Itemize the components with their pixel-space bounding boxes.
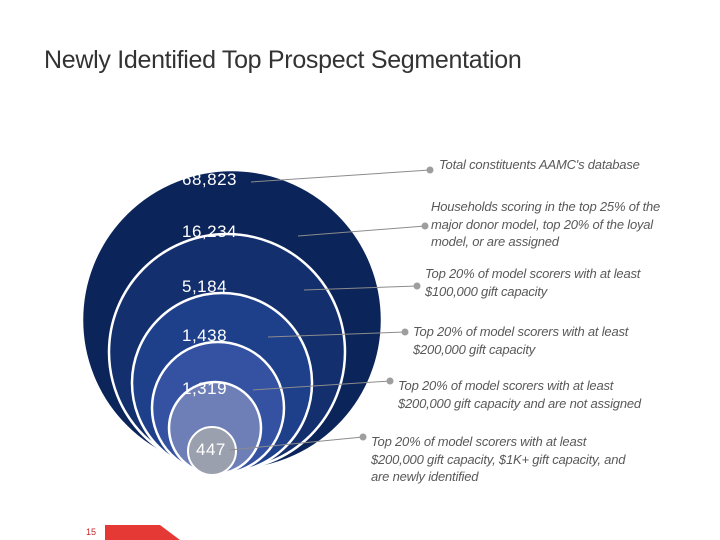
connector-dot-4 <box>401 328 409 336</box>
segment-description-5: Top 20% of model scorers with at least $… <box>398 377 641 412</box>
connector-dot-6 <box>359 433 367 441</box>
slide-title: Newly Identified Top Prospect Segmentati… <box>44 46 522 74</box>
connector-dot-1 <box>426 166 434 174</box>
segment-description-2-line-1: Households scoring in the top 25% of the <box>431 199 661 214</box>
connector-dot-3 <box>413 282 421 290</box>
segment-count-6: 447 <box>196 440 226 459</box>
connector-line-1 <box>250 169 431 183</box>
segment-count-3: 5,184 <box>182 277 228 296</box>
segment-count-2: 16,234 <box>182 222 237 241</box>
segment-ring-6 <box>187 426 237 476</box>
segment-description-4-line-1: Top 20% of model scorers with at least <box>413 324 629 339</box>
segment-description-6: Top 20% of model scorers with at least $… <box>371 433 625 486</box>
segment-description-6-line-2: $200,000 gift capacity, $1K+ gift capaci… <box>371 451 626 467</box>
connector-line-4 <box>267 331 406 338</box>
connector-line-2 <box>297 225 426 237</box>
segment-description-2: Households scoring in the top 25% of the… <box>431 198 660 251</box>
segment-count-4: 1,438 <box>182 326 228 345</box>
segment-description-2-line-2: major donor model, top 20% of the loyal <box>431 216 653 232</box>
segment-count-5: 1,319 <box>182 379 228 398</box>
segment-count-1: 68,823 <box>182 170 237 189</box>
segment-description-6-line-1: Top 20% of model scorers with at least <box>371 434 587 449</box>
segment-description-1: Total constituents AAMC's database <box>439 156 640 174</box>
connector-line-5 <box>252 380 391 391</box>
connector-line-3 <box>303 285 418 291</box>
segment-description-5-line-2: $200,000 gift capacity and are not assig… <box>398 395 641 411</box>
segment-description-5-line-1: Top 20% of model scorers with at least <box>398 378 614 393</box>
segment-description-2-line-3: model, or are assigned <box>431 234 559 249</box>
segment-description-1-line-1: Total constituents AAMC's database <box>439 157 640 172</box>
segment-description-3-line-1: Top 20% of model scorers with at least <box>425 266 641 281</box>
footer-page-tab <box>0 525 105 540</box>
segment-description-6-line-3: are newly identified <box>371 469 479 484</box>
footer-accent-bar <box>0 525 180 540</box>
connector-line-6 <box>229 436 364 451</box>
segment-description-3: Top 20% of model scorers with at least $… <box>425 265 640 300</box>
connector-lines <box>229 169 431 451</box>
segment-description-4: Top 20% of model scorers with at least $… <box>413 323 628 358</box>
segment-description-3-line-2: $100,000 gift capacity <box>425 283 548 299</box>
connector-dot-5 <box>386 377 394 385</box>
connector-dot-2 <box>421 222 429 230</box>
segment-description-4-line-2: $200,000 gift capacity <box>413 341 536 357</box>
page-number: 15 <box>86 527 97 537</box>
connector-dots <box>359 166 434 441</box>
